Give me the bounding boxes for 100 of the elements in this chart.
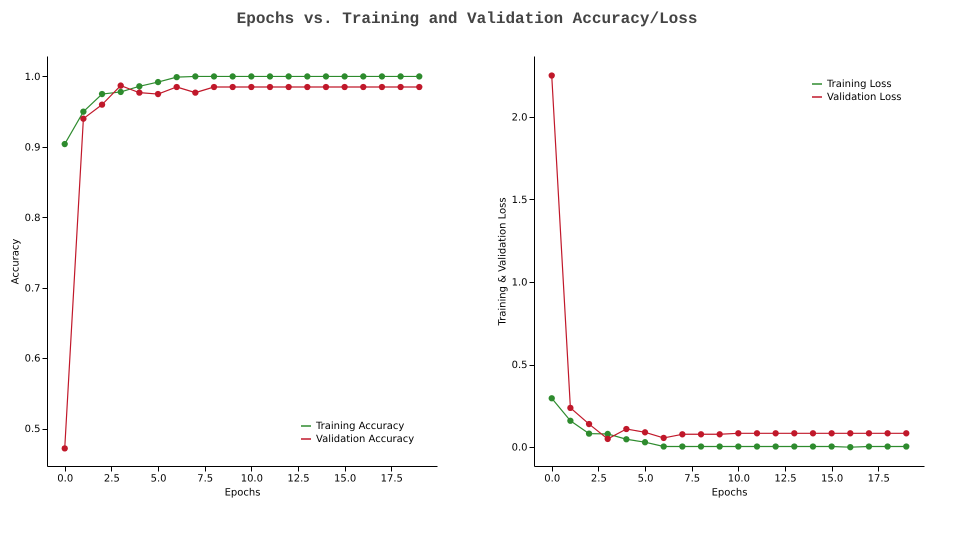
x-tick-label: 15.0 [334,474,356,484]
point [397,73,404,80]
x-tick-label: 5.0 [150,474,166,484]
point [322,84,330,90]
point [266,73,274,80]
point [810,430,816,436]
point [735,430,742,436]
chart-title: Epochs vs. Training and Validation Accuracy/Loss [236,10,698,28]
y-axis-title: Training & Validation Loss [498,197,509,327]
point [660,434,667,442]
y-tick-label: 1.0 [24,72,40,83]
point [62,140,68,148]
point [360,73,366,80]
point [866,443,872,450]
x-tick-label: 0.0 [57,474,74,484]
point [623,436,630,442]
point [62,445,68,452]
point [567,418,574,424]
point [230,84,236,90]
point [304,73,310,80]
x-tick-label: 10.0 [240,474,263,484]
point [154,90,162,98]
point [754,430,760,436]
legend-label: Training Accuracy [315,421,404,432]
point [248,73,254,80]
point [118,88,124,96]
point [604,436,611,442]
point [416,84,422,90]
point [98,90,106,98]
x-tick-label: 15.0 [821,474,844,484]
point [642,429,648,436]
point [360,84,366,90]
point [772,443,779,450]
point [903,430,910,436]
point [754,443,760,450]
point [322,73,330,80]
point [828,430,835,436]
point [660,443,667,450]
point [192,89,199,96]
x-tick-label: 12.5 [774,474,797,484]
point [210,84,218,90]
point [192,73,199,80]
y-tick-label: 0.8 [24,212,40,224]
point [698,431,704,438]
legend-label: Validation Accuracy [316,434,414,445]
point [248,84,254,90]
x-tick-label: 7.5 [197,474,214,484]
point [341,73,348,80]
point [304,84,310,90]
point [98,101,106,108]
y-tick-label: 2.0 [512,112,528,124]
point [154,78,162,86]
point [548,72,555,79]
y-axis-title: Accuracy [10,238,22,284]
point [378,73,386,80]
point [791,430,798,436]
point [716,431,723,438]
y-tick-label: 0.0 [512,442,528,454]
x-axis-title: Epochs [224,488,260,498]
x-tick-label: 5.0 [638,474,654,484]
point [847,444,854,450]
x-tick-label: 2.5 [590,474,607,484]
y-tick-label: 0.5 [512,360,528,372]
point [174,74,180,80]
point [642,439,648,446]
point [416,73,422,80]
x-axis-title: Epochs [712,488,748,498]
x-tick-label: 10.0 [728,474,750,484]
point [735,443,742,450]
point [586,420,592,428]
point [210,73,218,80]
y-tick-label: 0.5 [24,424,40,436]
point [548,395,555,402]
x-tick-label: 17.5 [380,474,403,484]
point [80,108,87,115]
point [772,430,779,436]
x-tick-label: 12.5 [287,474,310,484]
point [847,430,854,436]
point [230,73,236,80]
point [285,84,292,90]
x-tick-label: 0.0 [544,474,560,484]
point [623,426,630,432]
point [679,431,686,438]
x-tick-label: 2.5 [104,474,120,484]
point [791,443,798,450]
point [341,84,348,90]
point [378,84,386,90]
legend-label: Training Loss [826,79,892,90]
x-tick-label: 7.5 [684,474,700,484]
point [679,443,686,450]
y-tick-label: 1.0 [512,277,528,288]
point [80,116,87,122]
point [828,443,835,450]
legend-label: Validation Loss [827,92,902,103]
point [884,443,891,450]
y-tick-label: 0.7 [24,283,40,294]
point [567,404,574,412]
point [810,443,816,450]
point [266,84,274,90]
point [866,430,872,436]
